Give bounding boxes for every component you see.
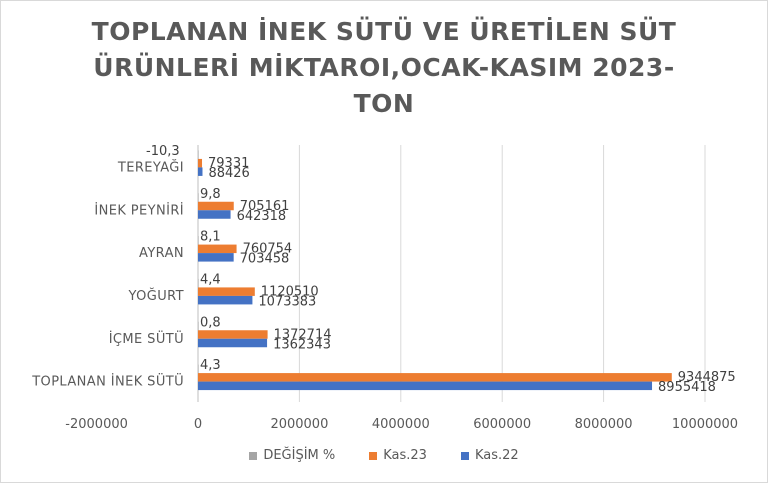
bar-kas22-5 [198, 167, 203, 176]
x-tick-label-4: 6000000 [473, 417, 531, 432]
legend-label-kas23: Kas.23 [383, 448, 427, 463]
data-label-kas23-2: 1120510 [261, 284, 319, 299]
bar-degisim-4 [198, 193, 199, 202]
category-labels: TOPLANAN İNEK SÜTÜ İÇME SÜTÜ YOĞURT AYRAN İN… [31, 159, 184, 390]
legend-item-degisim: DEĞİŞİM % [249, 448, 335, 463]
x-tick-label-0: -2000000 [65, 417, 128, 432]
category-label-0: TOPLANAN İNEK SÜTÜ [31, 373, 184, 390]
x-tick-labels: -2000000 0 2000000 4000000 6000000 8000000 100… [65, 417, 738, 432]
bar-degisim-0 [198, 364, 199, 374]
bar-kas23-5 [198, 158, 203, 168]
data-label-degisim-4: 9,8 [200, 187, 221, 202]
data-label-kas22-5: 88426 [208, 166, 249, 181]
data-label-degisim-5: -10,3 [146, 144, 180, 159]
legend-item-kas23: Kas.23 [369, 448, 427, 463]
chart-title-line-3: TON [353, 89, 415, 118]
legend-swatch-kas22 [460, 451, 469, 460]
category-label-4: İNEK PEYNİRİ [94, 202, 184, 218]
data-label-kas22-3: 703458 [240, 252, 290, 267]
data-label-kas22-0: 8955418 [658, 380, 716, 395]
x-tick-label-6: 10000000 [672, 417, 738, 432]
bar-kas23-2 [198, 287, 255, 296]
bar-kas22-1 [198, 338, 268, 348]
bar-kas23-4 [198, 201, 234, 211]
data-label-kas22-2: 1073383 [258, 294, 316, 309]
gridlines [197, 145, 706, 402]
data-label-kas23-4: 705161 [240, 199, 290, 214]
bar-kas22-2 [198, 295, 253, 305]
legend-swatch-kas23 [369, 451, 378, 460]
bar-kas22-4 [198, 210, 231, 219]
bar-degisim-5 [197, 150, 199, 159]
data-label-degisim-2: 4,4 [200, 272, 221, 287]
chart-title: TOPLANAN İNEK SÜTÜ VE ÜRETİLEN SÜT ÜRÜNL… [40, 14, 728, 122]
bar-degisim-1 [198, 321, 199, 331]
data-label-kas23-5: 79331 [208, 156, 249, 171]
x-tick-label-2: 2000000 [270, 417, 328, 432]
data-label-degisim-1: 0,8 [200, 315, 221, 330]
legend-label-degisim: DEĞİŞİM % [263, 448, 336, 463]
category-label-2: YOĞURT [128, 288, 184, 304]
category-label-3: AYRAN [139, 246, 184, 261]
x-tick-label-5: 8000000 [575, 417, 633, 432]
legend-item-kas22: Kas.22 [460, 448, 519, 463]
bar-kas22-0 [198, 381, 653, 391]
data-label-kas23-1: 1372714 [274, 327, 332, 342]
x-tick-label-1: 0 [194, 417, 202, 432]
bar-degisim-3 [198, 236, 199, 245]
bar-degisim-2 [198, 278, 199, 288]
legend-label-kas22: Kas.22 [474, 448, 519, 463]
bars [197, 150, 672, 391]
category-label-5: TEREYAĞI [117, 159, 184, 175]
data-label-kas23-3: 760754 [243, 242, 293, 257]
bar-kas23-3 [198, 244, 237, 254]
category-label-1: İÇME SÜTÜ [109, 330, 184, 347]
x-tick-label-3: 4000000 [372, 417, 430, 432]
bar-kas22-3 [198, 253, 234, 262]
data-label-kas22-1: 1362343 [273, 337, 331, 352]
data-label-degisim-3: 8,1 [200, 230, 221, 245]
data-label-kas22-4: 642318 [237, 209, 287, 224]
legend-swatch-degisim [249, 451, 258, 460]
data-label-degisim-0: 4,3 [200, 358, 221, 373]
bar-kas23-0 [198, 373, 672, 382]
data-label-kas23-0: 9344875 [678, 370, 736, 385]
chart-title-line-2: ÜRÜNLERİ MİKTAROI,OCAK-KASIM 2023- [93, 53, 675, 82]
legend: DEĞİŞİM % Kas.23 Kas.22 [0, 448, 768, 463]
bar-kas23-1 [198, 330, 268, 339]
chart-title-line-1: TOPLANAN İNEK SÜTÜ VE ÜRETİLEN SÜT [91, 17, 677, 46]
